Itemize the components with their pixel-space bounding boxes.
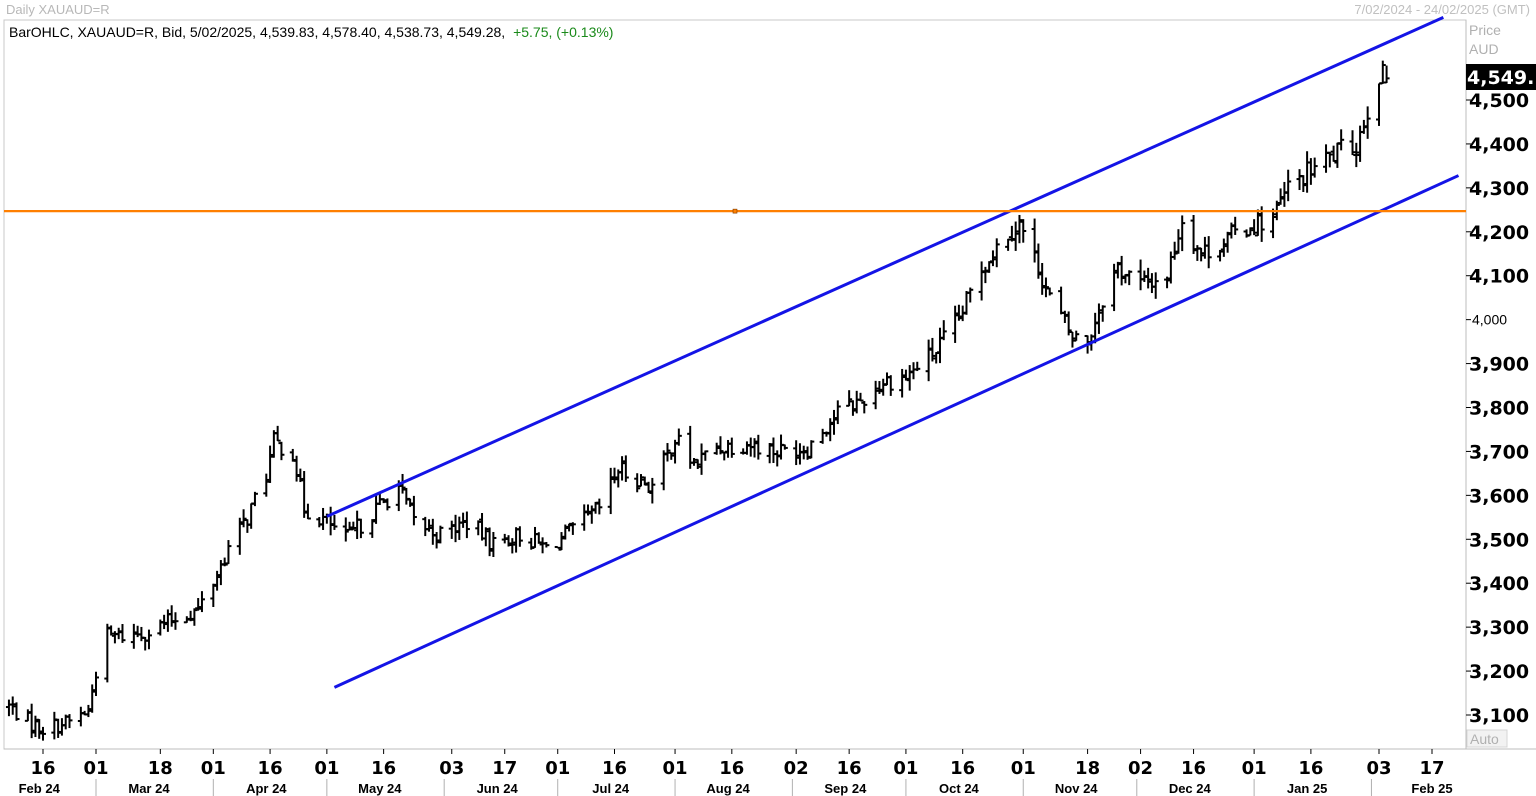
price-tick-label: 4,500 xyxy=(1469,90,1529,112)
auto-button[interactable]: Auto xyxy=(1470,731,1499,747)
date-tick-label: 16 xyxy=(1298,758,1323,779)
price-tick-label: 3,300 xyxy=(1469,617,1529,639)
price-axis[interactable]: 3,100 3,200 3,300 3,400 3,500 3,600 3,700 3,800… xyxy=(1466,90,1529,727)
upper-channel-line[interactable] xyxy=(326,16,1444,518)
month-label: Apr 24 xyxy=(246,781,287,796)
month-label: Nov 24 xyxy=(1055,781,1098,796)
ohlc-legend-change: +5.75, (+0.13%) xyxy=(513,24,613,40)
price-tick-label: 3,600 xyxy=(1469,485,1529,507)
month-label: May 24 xyxy=(358,781,402,796)
title-bar: Daily XAUAUD=R 7/02/2024 - 24/02/2025 (G… xyxy=(0,0,1536,20)
price-tick-label: 3,700 xyxy=(1469,441,1529,463)
date-tick-label: 17 xyxy=(1419,758,1444,779)
ohlc-bars xyxy=(5,60,1390,741)
month-label: Feb 24 xyxy=(19,781,61,796)
date-tick-label: 01 xyxy=(201,758,226,779)
date-tick-label: 01 xyxy=(1242,758,1267,779)
date-tick-label: 01 xyxy=(314,758,339,779)
date-tick-label: 03 xyxy=(1366,758,1391,779)
axis-header-price: Price xyxy=(1469,22,1501,38)
price-tick-label: 4,400 xyxy=(1469,134,1529,156)
date-tick-label: 01 xyxy=(1011,758,1036,779)
date-tick-label: 16 xyxy=(371,758,396,779)
date-tick-label: 01 xyxy=(83,758,108,779)
price-tick-label: 4,300 xyxy=(1469,178,1529,200)
chart-title: Daily XAUAUD=R xyxy=(6,2,110,17)
date-tick-label: 16 xyxy=(602,758,627,779)
date-tick-label: 01 xyxy=(893,758,918,779)
date-tick-label: 16 xyxy=(950,758,975,779)
plot-area[interactable] xyxy=(3,19,1467,750)
date-tick-label: 18 xyxy=(148,758,173,779)
ohlc-legend-values: BarOHLC, XAUAUD=R, Bid, 5/02/2025, 4,539… xyxy=(9,24,505,40)
price-tick-label: 4,000 xyxy=(1472,312,1507,328)
price-tick-label: 4,100 xyxy=(1469,266,1529,288)
date-tick-label: 16 xyxy=(258,758,283,779)
trendlines xyxy=(4,16,1466,689)
date-tick-label: 17 xyxy=(492,758,517,779)
price-tick-label: 3,200 xyxy=(1469,661,1529,683)
date-tick-label: 16 xyxy=(719,758,744,779)
price-tick-label: 3,100 xyxy=(1469,705,1529,727)
date-range: 7/02/2024 - 24/02/2025 (GMT) xyxy=(1354,2,1530,17)
date-tick-label: 03 xyxy=(439,758,464,779)
month-label: Mar 24 xyxy=(128,781,170,796)
date-tick-label: 18 xyxy=(1075,758,1100,779)
date-tick-label: 01 xyxy=(663,758,688,779)
month-label: Feb 25 xyxy=(1411,781,1452,796)
month-label: Sep 24 xyxy=(824,781,867,796)
price-tick-label: 3,800 xyxy=(1469,398,1529,420)
month-label: Jan 25 xyxy=(1287,781,1327,796)
date-tick-label: 16 xyxy=(1181,758,1206,779)
date-tick-label: 16 xyxy=(30,758,55,779)
price-tick-label: 3,400 xyxy=(1469,573,1529,595)
month-label: Oct 24 xyxy=(939,781,980,796)
lower-channel-line[interactable] xyxy=(333,174,1460,689)
auto-button-bg[interactable] xyxy=(1466,729,1508,748)
date-tick-label: 02 xyxy=(784,758,809,779)
last-value-tag: 4,549. xyxy=(1467,67,1534,89)
date-tick-label: 02 xyxy=(1128,758,1153,779)
price-tick-label: 4,200 xyxy=(1469,222,1529,244)
month-label: Aug 24 xyxy=(706,781,750,796)
horizontal-resistance-handle[interactable] xyxy=(732,208,738,214)
month-label: Dec 24 xyxy=(1169,781,1212,796)
axis-header-currency: AUD xyxy=(1469,41,1499,57)
date-tick-label: 01 xyxy=(545,758,570,779)
month-label: Jul 24 xyxy=(592,781,630,796)
month-label: Jun 24 xyxy=(477,781,519,796)
date-tick-label: 16 xyxy=(837,758,862,779)
price-tick-label: 3,900 xyxy=(1469,354,1529,376)
last-value-tag-bg xyxy=(1466,64,1536,90)
ohlc-legend: BarOHLC, XAUAUD=R, Bid, 5/02/2025, 4,539… xyxy=(9,24,613,40)
price-tick-label: 3,500 xyxy=(1469,529,1529,551)
date-axis[interactable]: 16 01 18 01 16 01 16 03 17 01 16 01 16 02 16 01 16 01 18 02… xyxy=(19,749,1453,796)
